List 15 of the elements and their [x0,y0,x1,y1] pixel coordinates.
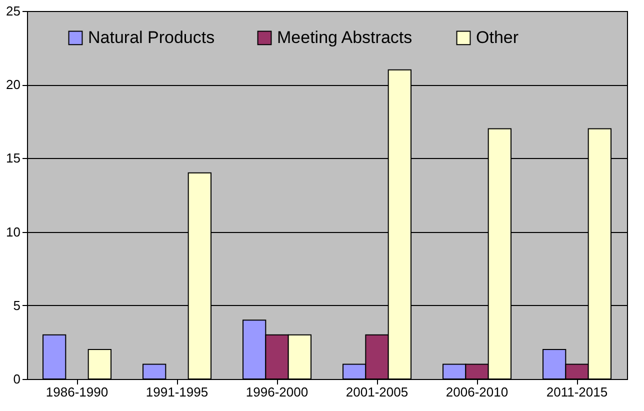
legend-label: Natural Products [88,28,215,47]
x-tick-label: 2006-2010 [446,384,508,400]
y-tick-label: 0 [13,372,20,386]
x-tick-label: 1996-2000 [246,384,308,400]
y-tick-label: 10 [6,224,20,240]
y-tick-label: 25 [6,4,20,18]
x-tick-label: 1986-1990 [46,384,108,400]
y-tick-label: 15 [6,150,20,166]
x-tick-label: 1991-1995 [146,384,208,400]
y-tick-label: 20 [6,77,20,92]
legend-label: Meeting Abstracts [277,28,412,47]
legend-label: Other [476,28,519,47]
y-tick-label: 5 [13,298,20,313]
x-tick-label: 2011-2015 [546,384,608,400]
x-tick-label: 2001-2005 [346,384,408,400]
